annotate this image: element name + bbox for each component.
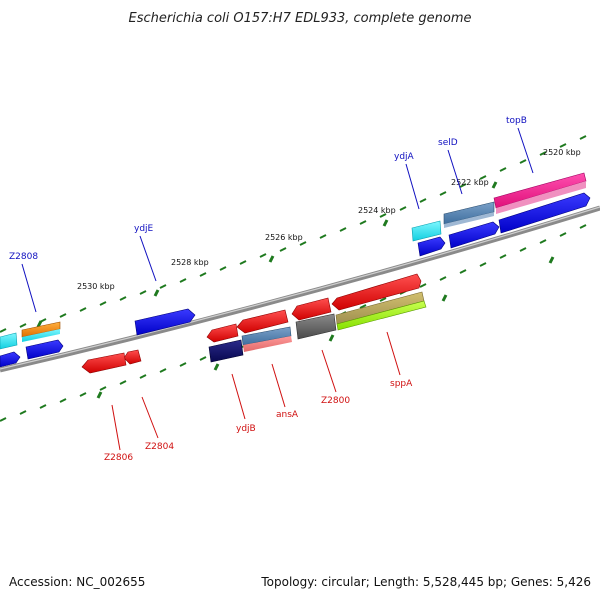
plus-strand-genes	[0, 172, 591, 368]
accession-text: Accession: NC_002655	[9, 575, 145, 589]
gene-label-ydjE: ydjE	[134, 224, 154, 234]
genome-backbone	[0, 205, 600, 373]
gene-blue[interactable]	[25, 339, 64, 360]
gene-ydjA[interactable]	[411, 220, 442, 242]
kbp-label: 2526 kbp	[265, 233, 303, 242]
gene-label-Z2806: Z2806	[104, 453, 133, 463]
outer-tick-ring	[0, 135, 587, 333]
gene-red[interactable]	[236, 309, 289, 334]
gene-Z2806[interactable]	[81, 352, 127, 374]
kbp-label: 2528 kbp	[171, 258, 209, 267]
kbp-label: 2520 kbp	[543, 148, 581, 157]
genome-summary-text: Topology: circular; Length: 5,528,445 bp…	[260, 575, 591, 589]
gene-label-Z2800: Z2800	[321, 396, 350, 406]
gene-red[interactable]	[291, 297, 332, 321]
inner-tick-ring	[0, 224, 587, 422]
minus-strand-genes	[81, 273, 427, 374]
plus-label-leaders	[21, 127, 534, 313]
gene-label-Z2804: Z2804	[145, 442, 174, 452]
minus-label-leaders	[111, 331, 401, 451]
gene-label-topB: topB	[506, 116, 527, 126]
gene-blue[interactable]	[498, 192, 591, 234]
map-title: Escherichia coli O157:H7 EDL933, complet…	[129, 11, 472, 26]
gene-Z2804[interactable]	[123, 349, 142, 365]
gene-red[interactable]	[206, 323, 239, 343]
gene-label-ydjB: ydjB	[236, 424, 256, 434]
kbp-label: 2530 kbp	[77, 282, 115, 291]
gene-label-ydjA: ydjA	[394, 152, 415, 162]
gene-ydjE[interactable]	[134, 308, 196, 336]
gene-ydjB[interactable]	[208, 339, 244, 363]
gene-label-Z2808: Z2808	[9, 252, 38, 262]
gene-Z2800[interactable]	[295, 313, 337, 340]
gene-blue[interactable]	[448, 221, 500, 249]
gene-label-ansA: ansA	[276, 410, 299, 420]
kbp-label: 2522 kbp	[451, 178, 489, 187]
gene-blue[interactable]	[0, 351, 21, 368]
gene-blue[interactable]	[417, 236, 446, 257]
gene-label-selD: selD	[438, 138, 458, 148]
kbp-label: 2524 kbp	[358, 206, 396, 215]
gene-cyan[interactable]	[0, 332, 18, 350]
gene-red[interactable]	[331, 273, 422, 311]
gene-label-sppA: sppA	[390, 379, 413, 389]
gene-sppA[interactable]	[336, 300, 427, 331]
